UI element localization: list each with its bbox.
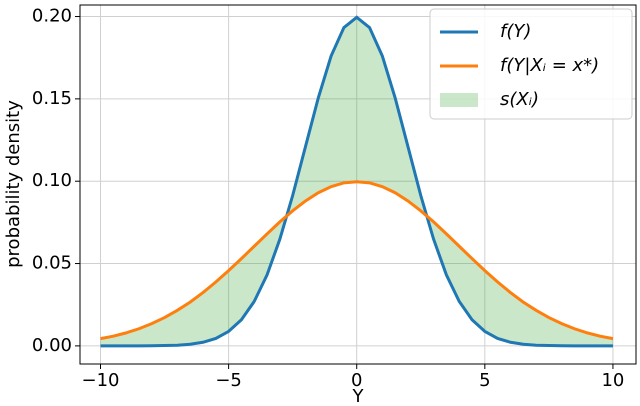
legend-box — [429, 8, 633, 120]
line — [100, 180, 614, 341]
line — [100, 15, 613, 348]
legend: f(Y) f(Y|Xᵢ = x*) s(Xᵢ) — [429, 8, 633, 120]
y-tick-label: 0.00 — [32, 335, 72, 356]
x-tick-label: 10 — [601, 370, 624, 391]
x-axis-label: Y — [352, 386, 365, 406]
legend-label: f(Y) — [500, 21, 531, 42]
plot-frame — [79, 4, 637, 365]
x-tick-label: 5 — [479, 370, 490, 391]
y-tick-label: 0.05 — [32, 253, 72, 274]
x-tick-label: −10 — [81, 370, 119, 391]
x-tick-label: −5 — [215, 370, 242, 391]
x-tick-label: 0 — [351, 370, 362, 391]
legend-swatch — [440, 93, 478, 107]
y-tick-label: 0.20 — [32, 6, 72, 27]
y-tick-label: 0.10 — [32, 170, 72, 191]
y-tick-label: 0.15 — [32, 88, 72, 109]
legend-label: f(Y|Xᵢ = x*) — [500, 55, 599, 76]
legend-label: s(Xᵢ) — [500, 89, 539, 110]
y-axis-label: probability density — [3, 100, 24, 268]
